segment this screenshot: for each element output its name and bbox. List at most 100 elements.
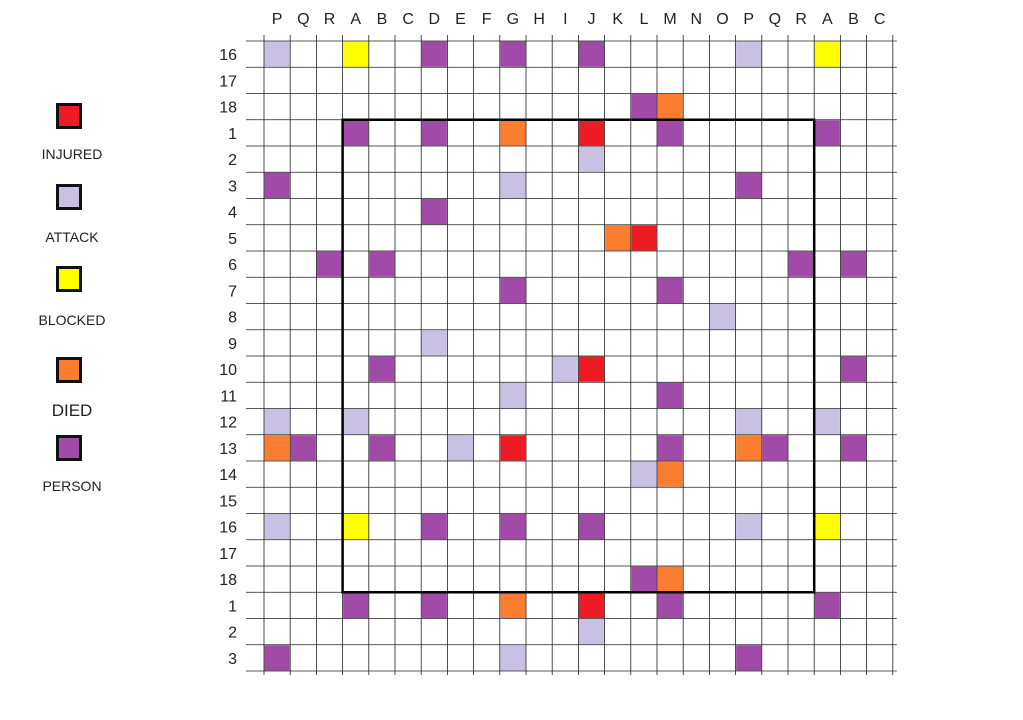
cell-attack	[578, 619, 605, 645]
row-label: 13	[219, 441, 237, 458]
column-label: H	[533, 11, 545, 28]
cell-person	[657, 435, 683, 461]
row-label: 5	[228, 231, 237, 248]
cell-person	[421, 199, 447, 225]
column-label: B	[377, 11, 388, 28]
column-label: P	[272, 11, 283, 28]
cell-person	[343, 120, 369, 146]
cell-died	[500, 592, 526, 618]
row-label: 8	[228, 310, 237, 327]
cell-attack	[578, 146, 605, 172]
cell-attack	[500, 645, 526, 671]
row-label: 1	[228, 126, 237, 143]
legend-swatch-person	[56, 435, 82, 461]
cell-died	[657, 566, 683, 592]
column-label: M	[663, 11, 676, 28]
legend-label-person: PERSON	[42, 478, 102, 494]
column-label: J	[588, 11, 596, 28]
column-label: L	[639, 11, 648, 28]
cell-attack	[264, 514, 290, 540]
column-label: A	[350, 11, 361, 28]
legend-label-blocked: BLOCKED	[38, 312, 106, 328]
cell-died	[605, 225, 631, 251]
legend-swatch-died	[56, 357, 82, 383]
cell-died	[657, 94, 683, 120]
cell-blocked	[814, 41, 840, 67]
cell-person	[657, 592, 683, 618]
cell-person	[788, 251, 814, 277]
cell-person	[264, 172, 290, 198]
row-label: 2	[228, 152, 237, 169]
row-label: 6	[228, 257, 237, 274]
cell-person	[421, 120, 447, 146]
cell-died	[500, 120, 526, 146]
cell-person	[500, 514, 526, 540]
cell-attack	[631, 461, 657, 487]
row-label: 14	[219, 467, 237, 484]
cell-attack	[709, 304, 736, 330]
cell-person	[840, 251, 867, 277]
cell-person	[657, 382, 683, 408]
legend-label-died: DIED	[51, 401, 93, 420]
column-label: I	[563, 11, 567, 28]
column-label: Q	[297, 11, 309, 28]
row-label: 3	[228, 178, 237, 195]
cell-injured	[631, 225, 657, 251]
cell-injured	[578, 120, 605, 146]
row-label: 17	[219, 546, 237, 563]
column-label: R	[795, 11, 807, 28]
cell-person	[500, 277, 526, 303]
column-label: F	[482, 11, 492, 28]
cell-attack	[814, 409, 840, 435]
column-label: Q	[769, 11, 781, 28]
row-label: 2	[228, 625, 237, 642]
cell-attack	[343, 409, 369, 435]
row-label: 17	[219, 73, 237, 90]
cell-person	[657, 277, 683, 303]
inner-square-frame	[341, 118, 816, 594]
row-label: 4	[228, 205, 237, 222]
row-label: 7	[228, 283, 237, 300]
cell-injured	[578, 356, 605, 382]
cell-person	[762, 435, 788, 461]
row-label: 3	[228, 651, 237, 668]
column-label: C	[874, 11, 886, 28]
cell-died	[736, 435, 762, 461]
cell-person	[500, 41, 526, 67]
row-label: 18	[219, 100, 237, 117]
cell-attack	[552, 356, 578, 382]
cell-person	[840, 435, 867, 461]
cell-person	[736, 172, 762, 198]
cell-person	[421, 514, 447, 540]
cell-attack	[736, 409, 762, 435]
cells-layer	[264, 41, 867, 671]
legend-label-injured: INJURED	[41, 146, 103, 162]
cell-person	[631, 94, 657, 120]
cell-died	[657, 461, 683, 487]
column-label: C	[402, 11, 414, 28]
row-label: 16	[219, 520, 237, 537]
column-label: O	[716, 11, 728, 28]
cell-attack	[447, 435, 474, 461]
legend-label-attack: ATTACK	[45, 229, 99, 245]
cell-blocked	[343, 514, 369, 540]
row-label: 10	[219, 362, 237, 379]
column-label: B	[848, 11, 859, 28]
row-label: 1	[228, 598, 237, 615]
cell-blocked	[814, 514, 840, 540]
cell-attack	[264, 409, 290, 435]
cell-person	[369, 251, 395, 277]
legend-swatch-attack	[56, 184, 82, 210]
row-label: 12	[219, 415, 237, 432]
cell-person	[814, 592, 840, 618]
column-label: E	[455, 11, 466, 28]
cell-attack	[500, 172, 526, 198]
cell-injured	[578, 592, 605, 618]
cell-person	[578, 41, 605, 67]
row-label: 16	[219, 47, 237, 64]
cell-died	[264, 435, 290, 461]
cell-person	[316, 251, 343, 277]
